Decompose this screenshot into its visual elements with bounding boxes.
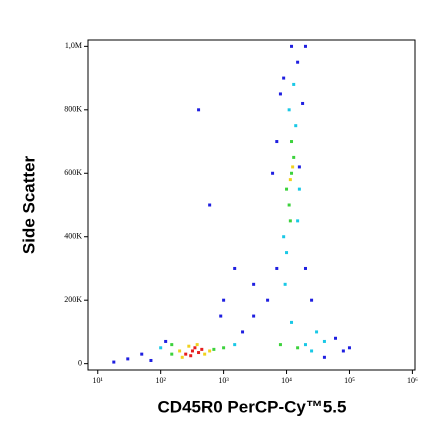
point [195, 343, 199, 347]
point [347, 346, 351, 350]
point [252, 314, 256, 318]
point [301, 101, 305, 105]
x-axis-title: CD45R0 PerCP-Cy™5.5 [158, 397, 347, 416]
point [266, 298, 270, 302]
point [197, 351, 201, 355]
y-tick-label: 0 [78, 358, 82, 367]
point [292, 82, 296, 86]
point [208, 203, 212, 207]
point [282, 76, 286, 80]
point [285, 187, 289, 191]
point [178, 349, 182, 353]
y-tick-label: 600K [64, 168, 82, 177]
point [241, 330, 245, 334]
point [184, 352, 188, 356]
point [310, 349, 314, 353]
x-tick-label: 10² [155, 376, 166, 385]
point [219, 314, 223, 318]
point [315, 330, 319, 334]
point [203, 352, 207, 356]
y-axis-title: Side Scatter [19, 155, 38, 254]
point [322, 355, 326, 359]
point [159, 346, 163, 350]
point [290, 171, 294, 175]
point [296, 219, 300, 223]
point [292, 155, 296, 159]
point [252, 282, 256, 286]
point [297, 187, 301, 191]
y-tick-label: 200K [64, 295, 82, 304]
point [297, 165, 301, 169]
point [112, 360, 116, 364]
point [275, 266, 279, 270]
point [222, 346, 226, 350]
point [334, 336, 338, 340]
point [170, 343, 174, 347]
point [303, 266, 307, 270]
point [303, 44, 307, 48]
point [287, 108, 291, 112]
point [271, 171, 275, 175]
point [180, 355, 184, 359]
point [291, 165, 295, 169]
plot-frame [87, 39, 416, 371]
y-tick-label: 800K [64, 105, 82, 114]
point [296, 346, 300, 350]
point [341, 349, 345, 353]
point [193, 346, 197, 350]
point [164, 339, 168, 343]
x-tick-label: 10⁵ [344, 376, 355, 385]
point [283, 282, 287, 286]
point [290, 320, 294, 324]
point [285, 251, 289, 255]
point [287, 203, 291, 207]
x-tick-label: 10⁶ [407, 376, 418, 385]
point [288, 178, 292, 182]
point [212, 347, 216, 351]
point [190, 349, 194, 353]
point [278, 92, 282, 96]
point [275, 140, 279, 144]
point [322, 339, 326, 343]
point [290, 140, 294, 144]
point [278, 343, 282, 347]
point [197, 108, 201, 112]
y-tick-label: 1,0M [65, 41, 82, 50]
x-tick-label: 10¹ [93, 376, 104, 385]
point [296, 60, 300, 64]
point [288, 219, 292, 223]
point [282, 235, 286, 239]
point [200, 347, 204, 351]
x-tick-label: 10⁴ [281, 376, 292, 385]
point [310, 298, 314, 302]
point [140, 352, 144, 356]
point [149, 358, 153, 362]
point [208, 349, 212, 353]
point [126, 357, 130, 361]
point [303, 343, 307, 347]
point [222, 298, 226, 302]
y-tick-label: 400K [64, 232, 82, 241]
x-tick-label: 10³ [218, 376, 229, 385]
point [233, 266, 237, 270]
point [294, 124, 298, 128]
point [290, 44, 294, 48]
point [189, 354, 193, 358]
point [170, 352, 174, 356]
point [187, 344, 191, 348]
point [233, 343, 237, 347]
